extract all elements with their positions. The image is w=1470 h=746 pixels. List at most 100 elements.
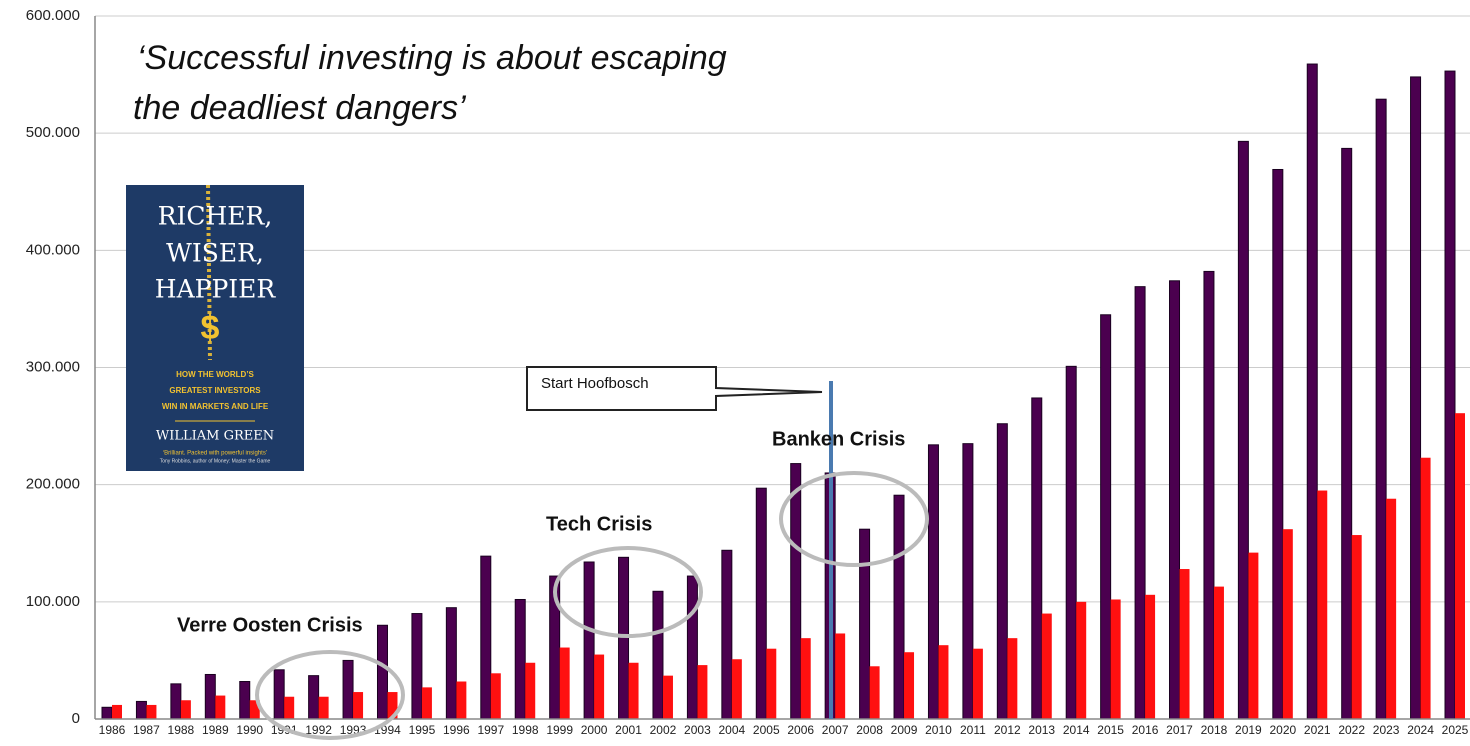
y-tick-label: 500.000 (26, 124, 80, 141)
x-tick-label: 2010 (925, 723, 952, 737)
bar (1237, 140, 1249, 720)
cover-blurb: ‘Brilliant. Packed with powerful insight… (163, 451, 267, 457)
x-tick-label: 2021 (1304, 723, 1331, 737)
bar (1041, 613, 1052, 719)
bar (652, 590, 664, 720)
x-tick-label: 2017 (1166, 723, 1193, 737)
x-tick-label: 2009 (891, 723, 918, 737)
x-tick-label: 2001 (615, 723, 642, 737)
bar (1351, 535, 1362, 719)
y-tick-label: 200.000 (26, 476, 80, 493)
bar (766, 648, 777, 719)
grid: 0 100.000 200.000 300.000 400.000 500.000 600.… (26, 7, 1470, 737)
bar (342, 659, 354, 720)
bar (456, 681, 467, 719)
bar (376, 624, 388, 720)
bar (180, 700, 191, 719)
bar (904, 652, 915, 719)
bar (1341, 147, 1353, 720)
bar (1007, 638, 1018, 719)
bar (135, 700, 147, 720)
bar (721, 549, 733, 720)
x-tick-label: 1989 (202, 723, 229, 737)
bar (1213, 586, 1224, 719)
bar (1444, 70, 1456, 720)
bar (1110, 599, 1121, 719)
x-tick-label: 2024 (1407, 723, 1434, 737)
y-tick-label: 100.000 (26, 593, 80, 610)
cover-subtitle: HOW THE WORLD’S (176, 370, 254, 379)
bar (755, 487, 767, 720)
crisis-label: Verre Oosten Crisis (177, 614, 363, 636)
cover-author: WILLIAM GREEN (156, 429, 274, 444)
bar (170, 683, 182, 720)
bar (249, 700, 260, 719)
x-tick-label: 2020 (1269, 723, 1296, 737)
bar (273, 669, 285, 720)
y-tick-label: 400.000 (26, 241, 80, 258)
bar (411, 613, 423, 720)
bar (1076, 601, 1087, 719)
bar (618, 556, 630, 720)
bar (869, 666, 880, 719)
bar (1420, 457, 1431, 719)
y-tick-label: 300.000 (26, 358, 80, 375)
x-tick-label: 2019 (1235, 723, 1262, 737)
bar (1203, 270, 1215, 720)
bar (594, 654, 605, 719)
bar (1455, 413, 1465, 719)
cover-title: WISER, (166, 239, 264, 268)
crisis-label: Tech Crisis (546, 513, 652, 535)
bar (112, 704, 122, 719)
x-tick-label: 2003 (684, 723, 711, 737)
bar (835, 633, 846, 719)
bar (525, 662, 536, 719)
x-tick-label: 2004 (718, 723, 745, 737)
bar (387, 692, 398, 719)
cover-bg (126, 185, 304, 471)
bar (697, 665, 708, 719)
x-tick-label: 2008 (856, 723, 883, 737)
quote-line: ‘Successful investing is about escaping (137, 39, 727, 77)
bar (800, 638, 811, 719)
bar (996, 423, 1008, 720)
quote-line: the deadliest dangers’ (133, 89, 466, 127)
cover-title: HAPPIER (155, 275, 277, 304)
bar (1145, 594, 1156, 719)
bar (1134, 286, 1146, 720)
bar (1375, 98, 1387, 720)
bar (962, 443, 974, 720)
x-tick-label: 1992 (305, 723, 332, 737)
bar (927, 444, 939, 720)
x-tick-label: 1997 (477, 723, 504, 737)
cover-title: RICHER, (158, 202, 273, 231)
x-tick-label: 2011 (960, 723, 986, 737)
bar (1248, 552, 1259, 719)
bar (938, 645, 949, 719)
x-tick-label: 2016 (1132, 723, 1159, 737)
ladder (206, 184, 212, 361)
x-tick-label: 1988 (168, 723, 195, 737)
x-tick-label: 2023 (1373, 723, 1400, 737)
callout (526, 366, 823, 411)
cover-blurb: Tony Robbins, author of Money: Master th… (160, 458, 271, 464)
crisis-label: Banken Crisis (772, 428, 905, 450)
bar (353, 692, 364, 719)
bar (1306, 63, 1318, 720)
bar (1317, 490, 1328, 719)
x-tick-label: 2013 (1028, 723, 1055, 737)
x-tick-label: 2005 (753, 723, 780, 737)
y-tick-label: 0 (72, 710, 80, 727)
crisis-ring (255, 650, 405, 740)
bar (215, 695, 226, 719)
bars (101, 63, 1465, 720)
bar (1386, 498, 1397, 719)
x-tick-label: 2014 (1063, 723, 1090, 737)
bar (1031, 397, 1043, 720)
bar (1179, 569, 1190, 719)
bar (204, 673, 216, 720)
bar (1100, 314, 1112, 720)
cover-symbol: $ (201, 309, 220, 347)
cover-subtitle: GREATEST INVESTORS (169, 386, 261, 395)
